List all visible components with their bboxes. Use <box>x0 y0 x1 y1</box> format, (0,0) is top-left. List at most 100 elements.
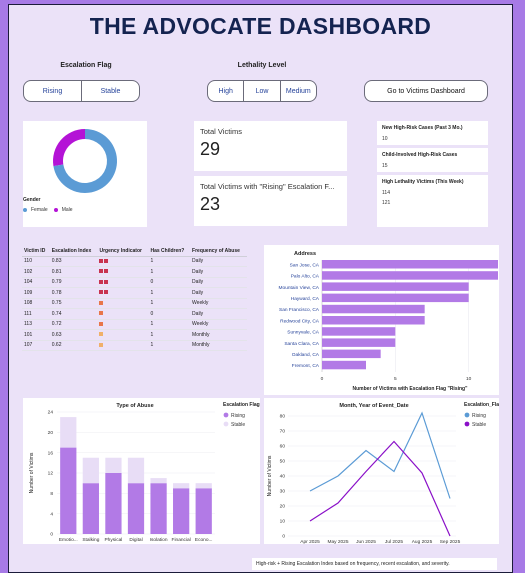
has-children-cell: 0 <box>148 308 191 320</box>
urgency-square <box>99 311 104 316</box>
escalation-index-cell: 0.83 <box>49 256 98 267</box>
address-label: Palo Alto, CA <box>291 274 320 280</box>
frequency-cell: Daily <box>190 287 247 299</box>
month-chart-title: Month, Year of Event_Date <box>339 403 408 409</box>
child-involved-value: 15 <box>382 163 388 169</box>
frequency-cell: Weekly <box>190 319 247 330</box>
escalation-option-rising[interactable]: Rising <box>24 81 82 101</box>
y-tick-label: 20 <box>280 504 286 510</box>
has-children-cell: 0 <box>148 277 191 288</box>
total-victims-card: Total Victims 29 <box>194 121 347 171</box>
abuse-category-label: Emotio... <box>59 537 78 543</box>
table-row[interactable]: 101 0.63 1 Monthly <box>22 329 247 341</box>
col-escalation-index[interactable]: Escalation Index <box>49 246 98 257</box>
victim-id-cell: 104 <box>22 277 50 288</box>
urgency-square <box>99 258 104 263</box>
table-row[interactable]: 108 0.75 1 Weekly <box>22 298 247 309</box>
gender-legend: Female Male <box>23 207 73 213</box>
y-tick-label: 60 <box>280 444 286 450</box>
month-line-chart-card: Month, Year of Event_Date 0 10 20 30 40 50 60 70… <box>264 398 502 545</box>
legend-rising-dot <box>223 412 229 418</box>
frequency-cell: Monthly <box>190 340 247 351</box>
abuse-bar-stable <box>195 483 212 489</box>
urgency-square <box>104 258 109 263</box>
month-line-chart: Month, Year of Event_Date 0 10 20 30 40 50 60 70… <box>267 402 502 545</box>
donut-slice-male <box>53 129 85 167</box>
table-row[interactable]: 110 0.83 1 Daily <box>22 256 247 267</box>
address-bar <box>322 260 498 269</box>
has-children-cell: 1 <box>148 319 191 330</box>
frequency-cell: Monthly <box>190 329 247 341</box>
col-victim-id[interactable]: Victim ID <box>22 246 50 257</box>
table-row[interactable]: 113 0.72 1 Weekly <box>22 319 247 330</box>
legend-rising-dot <box>464 412 470 418</box>
table-row[interactable]: 104 0.79 0 Daily <box>22 277 247 288</box>
y-tick-label: 30 <box>280 489 286 495</box>
lethality-option-high[interactable]: High <box>208 81 245 101</box>
abuse-category-label: Digital <box>129 537 142 543</box>
abuse-bar-rising <box>173 488 190 534</box>
table-row[interactable]: 111 0.74 0 Daily <box>22 308 247 320</box>
address-bar <box>322 349 381 359</box>
y-tick-label: 24 <box>48 410 54 416</box>
abuse-category-label: Stalking <box>82 537 99 543</box>
address-bar <box>322 271 498 280</box>
go-to-victims-dashboard-button[interactable]: Go to Victims Dashboard <box>364 80 488 102</box>
table-row[interactable]: 107 0.62 1 Monthly <box>22 340 247 351</box>
has-children-cell: 1 <box>148 298 191 309</box>
table-row[interactable]: 102 0.81 1 Daily <box>22 266 247 278</box>
address-bar <box>322 338 396 347</box>
month-legend-title: Escalation_Flag <box>464 402 499 408</box>
urgency-cell <box>97 329 149 341</box>
has-children-cell: 1 <box>148 256 191 267</box>
abuse-bar-rising <box>195 488 212 534</box>
gender-legend-title: Gender <box>23 197 41 203</box>
legend-stable-dot <box>464 421 470 427</box>
abuse-category-label: Financial <box>172 537 191 543</box>
address-bar <box>322 327 396 336</box>
y-tick-label: 50 <box>280 459 286 465</box>
victims-table-container: Victim ID Escalation Index Urgency Indic… <box>22 246 247 394</box>
urgency-cell <box>97 266 149 278</box>
escalation-option-stable[interactable]: Stable <box>100 87 121 95</box>
victim-id-cell: 110 <box>22 256 50 267</box>
frequency-cell: Daily <box>190 266 247 278</box>
escalation-index-cell: 0.79 <box>49 277 98 288</box>
escalation-index-cell: 0.72 <box>49 319 98 330</box>
high-lethality-value-2: 121 <box>382 200 391 206</box>
frequency-cell: Daily <box>190 308 247 320</box>
abuse-bar-rising <box>150 483 167 534</box>
rising-victims-value: 23 <box>200 194 221 214</box>
col-frequency[interactable]: Frequency of Abuse <box>190 246 247 257</box>
y-tick-label: 80 <box>280 414 286 420</box>
address-bar <box>322 360 366 370</box>
urgency-square <box>99 332 104 337</box>
escalation-index-cell: 0.62 <box>49 340 98 351</box>
y-tick-label: 0 <box>50 532 53 538</box>
legend-stable-label: Stable <box>231 422 245 428</box>
urgency-square <box>99 269 104 274</box>
dashboard-canvas: THE ADVOCATE DASHBOARD Escalation Flag R… <box>8 4 513 573</box>
table-row[interactable]: 109 0.78 1 Daily <box>22 287 247 299</box>
urgency-square <box>99 321 104 326</box>
address-label: Sunnyvale, CA <box>287 330 320 336</box>
lethality-option-low[interactable]: Low <box>244 81 281 101</box>
urgency-cell <box>97 340 149 351</box>
female-legend-dot <box>23 208 27 212</box>
address-bar <box>322 316 425 325</box>
victim-id-cell: 113 <box>22 319 50 330</box>
month-tick-label: Apr 2025 <box>300 539 320 544</box>
col-has-children[interactable]: Has Children? <box>148 246 191 257</box>
address-chart-card: Address San Jose, CA Palo Alto, CA Mountain… <box>264 245 499 395</box>
col-urgency-indicator[interactable]: Urgency Indicator <box>97 246 149 257</box>
abuse-bar-stable <box>173 483 190 489</box>
address-bar-chart: Address San Jose, CA Palo Alto, CA Mountain… <box>279 251 498 392</box>
y-tick-label: 10 <box>280 519 286 525</box>
lethality-option-medium[interactable]: Medium <box>285 87 311 95</box>
x-tick-label: 5 <box>394 376 397 382</box>
escalation-index-cell: 0.63 <box>49 329 98 341</box>
has-children-cell: 1 <box>148 266 191 278</box>
lethality-slicer-title: Lethality Level <box>237 62 287 69</box>
escalation-index-cell: 0.81 <box>49 266 98 278</box>
donut-slice-female <box>53 129 117 193</box>
